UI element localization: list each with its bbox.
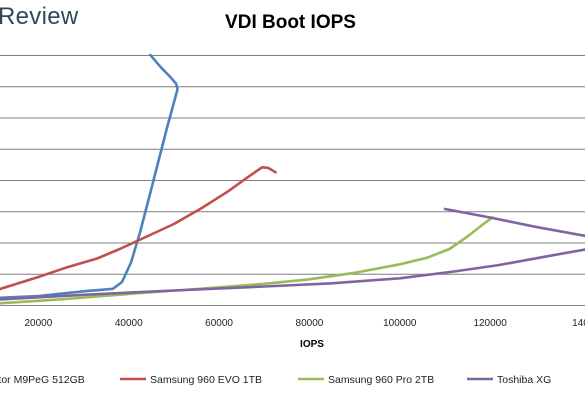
x-tick-label: 40000 bbox=[115, 318, 143, 329]
gridlines bbox=[0, 55, 585, 306]
x-axis-ticks: 20000 40000 60000 80000 100000 120000 140 bbox=[24, 318, 585, 329]
x-tick-label: 100000 bbox=[383, 318, 417, 329]
series-line-2 bbox=[0, 216, 494, 305]
series-line-3 bbox=[0, 207, 585, 301]
x-tick-label: 80000 bbox=[296, 318, 324, 329]
legend: Plextor M9PeG 512GB Samsung 960 EVO 1TB Sa… bbox=[0, 374, 551, 386]
logo-text: Review bbox=[0, 3, 79, 30]
legend-label-3: Toshiba XG bbox=[497, 374, 551, 386]
x-axis-label: IOPS bbox=[300, 339, 324, 350]
chart-title: VDI Boot IOPS bbox=[0, 12, 585, 34]
legend-label-0: Plextor M9PeG 512GB bbox=[0, 374, 85, 386]
chart-title-text: VDI Boot IOPS bbox=[225, 12, 356, 33]
x-tick-label: 60000 bbox=[205, 318, 233, 329]
legend-label-2: Samsung 960 Pro 2TB bbox=[328, 374, 434, 386]
legend-label-1: Samsung 960 EVO 1TB bbox=[150, 374, 262, 386]
x-tick-label: 20000 bbox=[24, 318, 52, 329]
x-tick-label: 120000 bbox=[473, 318, 507, 329]
series-line-1 bbox=[0, 166, 277, 291]
x-tick-label: 140 bbox=[572, 318, 585, 329]
series-line-0 bbox=[0, 53, 179, 300]
series-lines bbox=[0, 53, 585, 305]
